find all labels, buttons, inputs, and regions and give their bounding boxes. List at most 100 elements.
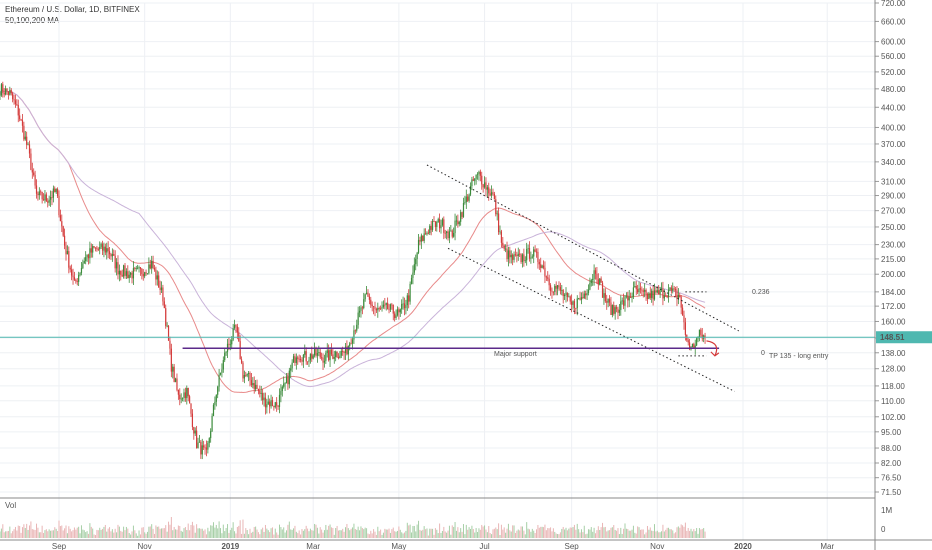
volume-bar <box>266 528 268 538</box>
volume-bar <box>356 529 358 538</box>
volume-bar <box>337 530 339 538</box>
time-tick-label: Nov <box>650 542 664 550</box>
candle-body <box>187 387 189 397</box>
candle-body <box>103 246 105 251</box>
candle-body <box>281 386 283 392</box>
candle-body <box>600 278 602 283</box>
candle-body <box>217 386 219 395</box>
candle-body <box>500 231 503 243</box>
candle-body <box>64 235 66 246</box>
volume-bar <box>93 534 95 538</box>
volume-bar <box>332 527 334 538</box>
candle-body <box>330 349 333 355</box>
candle-body <box>385 302 387 305</box>
candle-body <box>663 295 665 299</box>
candle-body <box>28 144 31 154</box>
volume-bar <box>572 527 574 538</box>
volume-bar <box>673 533 675 538</box>
volume-pane <box>0 516 706 538</box>
candle-body <box>0 84 3 96</box>
time-axis[interactable]: Sep Nov 2019 Mar May Jul Sep Nov 2020 Mar <box>52 542 835 550</box>
candle-body <box>606 301 608 303</box>
volume-bar <box>311 530 313 538</box>
candle-body <box>7 91 10 95</box>
candle-body <box>35 185 38 194</box>
volume-bar <box>280 526 282 538</box>
candle-body <box>572 301 574 305</box>
candle-body <box>618 309 620 313</box>
candle-body <box>196 430 198 449</box>
candle-body <box>336 351 338 358</box>
volume-bar <box>616 530 618 538</box>
candle-body <box>439 219 441 229</box>
candle-body <box>648 293 650 299</box>
candle-body <box>644 289 646 292</box>
candle-body <box>631 296 633 298</box>
volume-bar <box>5 531 7 538</box>
volume-bar <box>200 528 202 538</box>
candle-body <box>503 245 505 249</box>
candle-body <box>638 288 640 293</box>
candle-body <box>90 248 92 253</box>
volume-bar <box>651 530 653 538</box>
candle-body <box>446 231 448 234</box>
price-tick-label: 480.00 <box>881 85 906 94</box>
candle-body <box>179 394 181 400</box>
volume-bar <box>7 530 9 538</box>
volume-bar <box>510 531 512 538</box>
candle-body <box>684 322 686 335</box>
volume-bar <box>23 524 25 538</box>
candle-body <box>701 334 703 339</box>
volume-bar <box>547 528 549 538</box>
volume-bar <box>458 532 460 538</box>
volume-bar <box>97 530 99 538</box>
volume-bar <box>600 527 602 538</box>
candle-body <box>198 441 201 443</box>
price-tick-label: 215.00 <box>881 255 906 264</box>
volume-bar <box>531 528 533 538</box>
candle-body <box>551 290 553 292</box>
candle-body <box>401 303 403 310</box>
volume-bar <box>493 528 495 538</box>
candle-body <box>316 353 319 356</box>
volume-bar <box>225 528 227 538</box>
volume-bar <box>257 532 259 538</box>
candle-body <box>332 354 334 359</box>
volume-bar <box>281 529 283 538</box>
candle-body <box>681 307 684 316</box>
candle-body <box>635 286 637 290</box>
volume-bar <box>520 526 522 538</box>
candle-body <box>583 293 585 298</box>
candle-body <box>391 304 393 306</box>
volume-bar <box>354 529 356 538</box>
candle-body <box>160 287 163 290</box>
volume-bar <box>121 531 123 538</box>
volume-bar <box>461 531 463 538</box>
candle-body <box>481 175 483 185</box>
candle-body <box>337 357 340 359</box>
candle-body <box>270 400 272 407</box>
volume-bar <box>609 530 611 538</box>
volume-bar <box>349 530 351 538</box>
candle-body <box>23 125 25 140</box>
candle-body <box>537 251 539 262</box>
volume-bar <box>161 528 163 538</box>
volume-bar <box>260 529 262 538</box>
volume-bar <box>3 532 5 538</box>
volume-bar <box>166 531 168 538</box>
candle-body <box>222 360 224 370</box>
volume-bar <box>336 525 338 538</box>
candle-body <box>115 262 118 269</box>
volume-bar <box>700 529 702 538</box>
price-axis[interactable]: 720.00 660.00 600.00 560.00 520.00 480.00 440.… <box>874 0 932 550</box>
candle-body <box>346 346 348 355</box>
volume-bar <box>236 526 238 538</box>
candle-body <box>256 384 258 390</box>
candle-body <box>614 307 616 314</box>
candle-body <box>312 355 314 359</box>
volume-bar <box>48 529 50 538</box>
volume-bar <box>374 531 376 538</box>
candle-body <box>679 295 681 298</box>
volume-bar <box>679 527 681 538</box>
candle-body <box>363 299 365 309</box>
